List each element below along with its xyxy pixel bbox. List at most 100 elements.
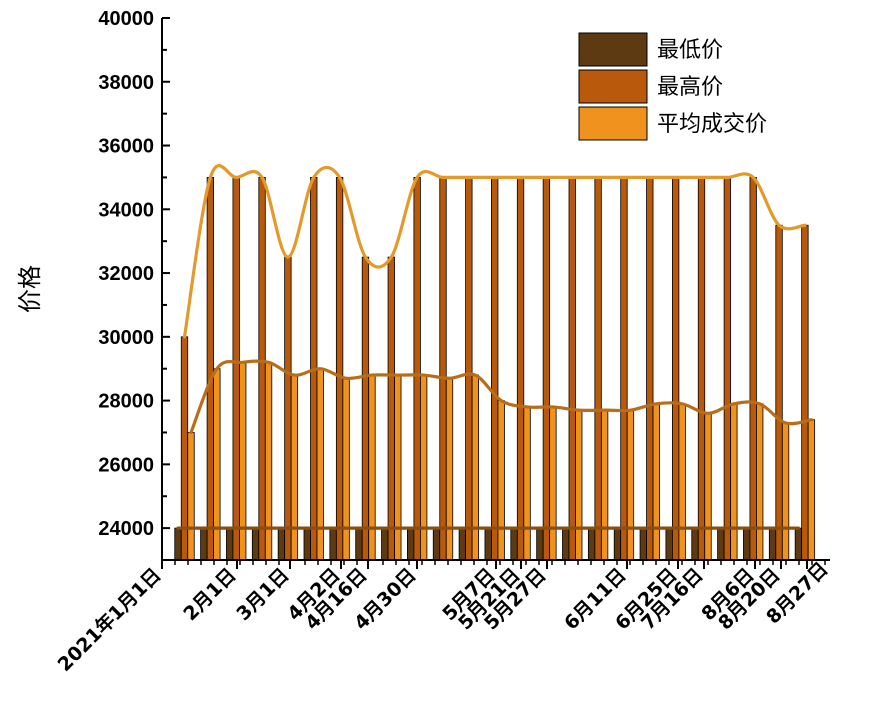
legend: 最低价 最高价 平均成交价 (578, 32, 767, 141)
bar-max (439, 177, 447, 561)
bar-max (516, 177, 525, 561)
bar-min (794, 527, 803, 561)
bar-min (303, 527, 311, 561)
bar-max (697, 177, 706, 561)
x-tick-label-group: 2021年1月1日 (53, 563, 166, 676)
bar-min (768, 527, 777, 561)
bar-avg (600, 409, 609, 561)
x-tick-label: 2021年1月1日 (53, 563, 166, 676)
bar-max (749, 177, 757, 561)
bar-avg (704, 412, 712, 561)
bar-min (251, 527, 260, 561)
bar-min (381, 527, 389, 561)
bar-max (594, 177, 602, 561)
bar-max (775, 224, 783, 561)
bar-avg (419, 374, 428, 561)
bar-min (691, 527, 699, 561)
bar-max (801, 224, 809, 561)
bar-min (639, 527, 647, 561)
y-tick-label: 24000 (98, 518, 154, 540)
bar-avg (368, 374, 376, 561)
bar-max (413, 177, 421, 561)
bar-avg (652, 403, 660, 561)
bar-avg (290, 374, 299, 561)
bar-min (458, 527, 467, 561)
bar-avg (575, 409, 583, 561)
bar-max (672, 177, 680, 561)
bar-min (510, 527, 518, 561)
bar-max (387, 256, 395, 561)
y-tick-label: 32000 (98, 263, 154, 285)
x-tick-label: 3月1日 (232, 564, 293, 625)
bar-min (406, 527, 415, 561)
bar-avg (807, 419, 816, 561)
y-tick-label: 30000 (98, 327, 154, 349)
bar-min (200, 527, 208, 561)
bar-avg (497, 400, 505, 561)
bar-min (536, 527, 544, 561)
plot-area (174, 164, 816, 561)
bar-min (717, 527, 725, 561)
bar-avg (187, 432, 195, 561)
bar-min (613, 527, 622, 561)
bar-max (465, 177, 473, 561)
bar-avg (342, 377, 350, 561)
bar-avg (730, 403, 738, 561)
x-tick-label-group: 2月1日 (179, 564, 240, 625)
y-tick-label: 36000 (98, 136, 154, 158)
y-tick-label: 34000 (98, 199, 154, 221)
bar-max (206, 177, 215, 561)
x-tick-label: 2月1日 (179, 564, 240, 625)
legend-swatch-max (578, 69, 648, 104)
bar-min (277, 527, 286, 561)
bar-max (232, 177, 240, 561)
bar-min (355, 527, 363, 561)
y-tick-label: 38000 (98, 72, 154, 94)
y-axis-title: 价格 (16, 265, 44, 313)
legend-label-max: 最高价 (657, 75, 723, 100)
bar-min (665, 527, 673, 561)
bar-min (226, 527, 234, 561)
bar-min (743, 527, 751, 561)
legend-swatch-avg (578, 106, 648, 141)
bar-min (329, 527, 337, 561)
smoothed-line-max (182, 164, 807, 339)
y-tick-label: 28000 (98, 391, 154, 413)
bar-avg (213, 368, 221, 561)
bar-avg (756, 403, 764, 561)
bar-max (646, 177, 654, 561)
smoothed-line-avg (189, 359, 813, 435)
bar-max (258, 177, 266, 561)
legend-label-min: 最低价 (657, 38, 723, 63)
legend-swatch-min (578, 32, 648, 67)
bar-avg (264, 361, 273, 561)
bar-max (568, 177, 576, 561)
bar-min (562, 527, 570, 561)
bar-max (491, 177, 499, 561)
bar-max (284, 256, 292, 561)
bar-min (174, 527, 182, 561)
bar-avg (471, 374, 480, 561)
bar-avg (626, 409, 635, 561)
bar-max (723, 177, 731, 561)
bar-min (484, 527, 492, 561)
bar-avg (781, 422, 790, 561)
x-tick-label-group: 3月1日 (232, 564, 293, 625)
bar-max (542, 177, 551, 561)
bar-avg (445, 377, 454, 561)
bar-avg (239, 361, 247, 561)
y-tick-label: 40000 (98, 8, 154, 30)
bar-min (587, 527, 596, 561)
legend-label-avg: 平均成交价 (657, 112, 767, 137)
bar-avg (678, 403, 686, 561)
bar-avg (316, 368, 324, 561)
bar-max (361, 256, 370, 561)
bar-max (335, 177, 344, 561)
bar-min (432, 527, 441, 561)
bar-avg (549, 406, 557, 561)
bar-avg (523, 406, 531, 561)
bar-max (620, 177, 628, 561)
bar-avg (394, 374, 402, 561)
y-tick-label: 26000 (98, 454, 154, 476)
